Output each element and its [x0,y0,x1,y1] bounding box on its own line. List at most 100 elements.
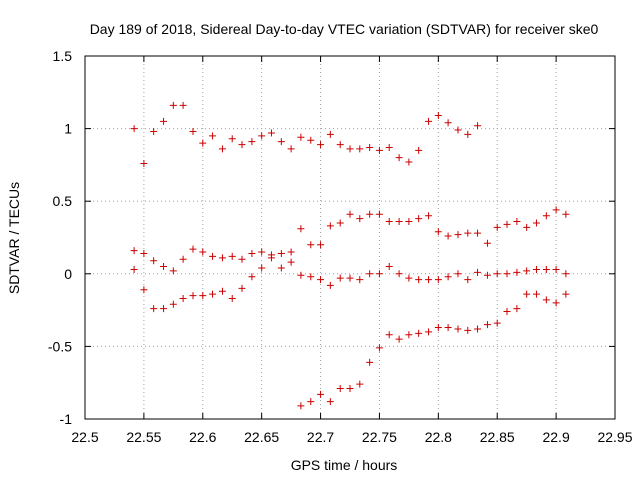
data-point [346,145,354,153]
data-point [434,276,442,284]
data-point [160,117,168,125]
data-point [474,268,482,276]
data-point [415,329,423,337]
data-point [415,276,423,284]
data-point [258,248,266,256]
data-point [179,101,187,109]
data-point [375,344,383,352]
y-tick-label: 0.5 [53,193,73,209]
data-point [542,212,550,220]
data-point [503,270,511,278]
data-point [444,324,452,332]
data-point [179,255,187,263]
y-tick-label: 1 [64,121,72,137]
data-point [405,218,413,226]
data-point [218,287,226,295]
data-point [267,254,275,262]
axis-ticks [84,55,616,420]
data-point [228,294,236,302]
data-point [425,276,433,284]
data-point [493,223,501,231]
data-point [130,125,138,133]
data-point [189,128,197,136]
data-point [189,245,197,253]
x-tick-label: 22.75 [362,429,397,445]
data-point [375,146,383,154]
data-point [336,219,344,227]
data-point [307,273,315,281]
series-upper [130,101,482,167]
data-point [130,265,138,273]
y-tick-label: -0.5 [48,338,72,354]
data-point [346,274,354,282]
data-point [542,296,550,304]
data-point [169,300,177,308]
data-point [228,252,236,260]
data-point [366,143,374,151]
data-point [267,129,275,137]
data-point [434,112,442,120]
data-point [493,319,501,327]
data-points [130,101,570,410]
data-point [542,265,550,273]
data-point [523,290,531,298]
data-point [356,215,364,223]
data-point [503,308,511,316]
data-point [238,141,246,149]
data-point [444,273,452,281]
data-point [277,249,285,257]
series-lower [297,290,570,410]
data-point [356,380,364,388]
data-point [307,241,315,249]
data-point [297,133,305,141]
data-point [483,271,491,279]
data-point [464,229,472,237]
data-point [307,136,315,144]
data-point [434,228,442,236]
data-point [405,274,413,282]
x-tick-label: 22.65 [244,429,279,445]
data-point [425,117,433,125]
data-point [277,138,285,146]
data-point [248,273,256,281]
data-point [209,252,217,260]
data-point [454,325,462,333]
x-tick-label: 22.8 [425,429,452,445]
x-tick-label: 22.85 [480,429,515,445]
data-point [150,305,158,313]
data-point [150,128,158,136]
series-upper-middle [130,206,570,275]
data-point [375,270,383,278]
data-point [130,247,138,255]
data-point [552,265,560,273]
data-point [483,321,491,329]
data-point [552,299,560,307]
data-point [336,385,344,393]
data-point [395,154,403,162]
data-point [317,241,325,249]
y-tick-label: 0 [64,266,72,282]
data-point [444,119,452,127]
data-point [346,385,354,393]
x-axis-tick-labels: 22.5 22.55 22.6 22.65 22.7 22.75 22.8 22.85 22.9… [71,429,632,445]
data-point [199,139,207,147]
data-point [483,239,491,247]
data-point [375,210,383,218]
data-point [326,130,334,138]
data-point [454,231,462,239]
data-point [503,220,511,228]
data-point [532,290,540,298]
data-point [415,146,423,154]
data-point [415,215,423,223]
chart-title: Day 189 of 2018, Sidereal Day-to-day VTE… [90,21,599,37]
data-point [287,145,295,153]
data-point [169,267,177,275]
data-point [562,290,570,298]
data-point [297,402,305,410]
data-point [454,126,462,134]
data-point [513,218,521,226]
data-point [248,138,256,146]
data-point [218,145,226,153]
data-point [356,276,364,284]
